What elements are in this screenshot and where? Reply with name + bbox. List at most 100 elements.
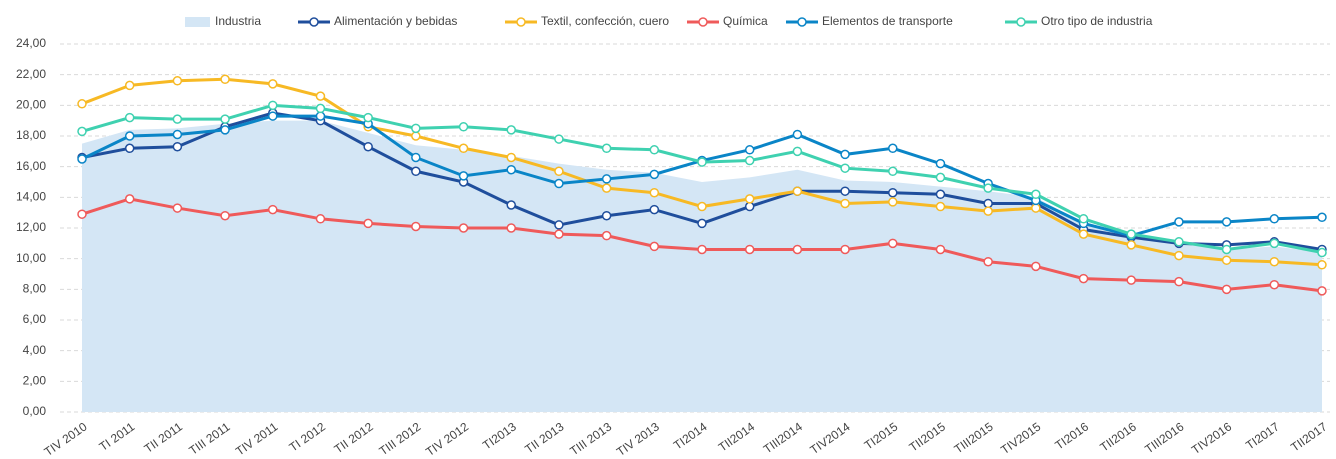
point bbox=[935, 201, 946, 212]
point bbox=[840, 186, 850, 196]
x-tick-label: TI 2011 bbox=[97, 419, 138, 453]
point bbox=[411, 123, 421, 134]
point bbox=[1269, 256, 1280, 267]
point bbox=[935, 158, 946, 169]
point bbox=[458, 223, 469, 233]
point bbox=[601, 143, 612, 154]
point bbox=[1078, 273, 1089, 284]
x-tick-label: TIII 2013 bbox=[567, 419, 614, 458]
point bbox=[172, 114, 183, 124]
y-tick-label: 0,00 bbox=[23, 404, 47, 418]
point bbox=[983, 183, 993, 193]
point bbox=[983, 206, 993, 216]
legend-marker bbox=[797, 17, 807, 27]
point bbox=[458, 143, 469, 154]
point bbox=[840, 149, 850, 160]
point bbox=[124, 131, 135, 141]
point bbox=[1317, 260, 1327, 270]
x-tick-label: TII 2013 bbox=[522, 419, 566, 456]
point bbox=[744, 145, 755, 155]
point bbox=[888, 166, 898, 177]
point bbox=[554, 229, 564, 239]
legend-label: Industria bbox=[215, 14, 261, 28]
point bbox=[649, 169, 660, 180]
point bbox=[983, 256, 993, 267]
point bbox=[268, 111, 278, 121]
point bbox=[840, 163, 850, 173]
point bbox=[744, 194, 755, 204]
point bbox=[1078, 214, 1089, 224]
point bbox=[315, 214, 326, 224]
point bbox=[1031, 203, 1041, 213]
x-tick-label: TI2014 bbox=[671, 419, 710, 452]
point bbox=[697, 201, 707, 212]
x-tick-label: TI2017 bbox=[1243, 419, 1282, 452]
point bbox=[888, 187, 898, 198]
point bbox=[315, 103, 326, 114]
point bbox=[649, 241, 660, 252]
legend-marker bbox=[516, 17, 526, 27]
point bbox=[697, 218, 707, 229]
point bbox=[649, 187, 660, 198]
x-tick-label: TII2016 bbox=[1097, 419, 1139, 454]
point bbox=[1221, 284, 1232, 295]
x-tick-label: TI 2012 bbox=[287, 419, 329, 454]
point bbox=[935, 244, 946, 255]
point bbox=[1126, 229, 1136, 239]
x-tick-label: TII 2011 bbox=[142, 419, 186, 455]
point bbox=[220, 125, 230, 135]
point bbox=[363, 112, 373, 123]
point bbox=[458, 171, 469, 181]
x-tick-label: TIII 2011 bbox=[187, 419, 233, 457]
point bbox=[792, 146, 803, 157]
point bbox=[77, 209, 87, 219]
x-tick-label: TI2016 bbox=[1052, 419, 1091, 452]
point bbox=[1317, 247, 1327, 258]
point bbox=[792, 186, 803, 196]
y-tick-label: 6,00 bbox=[23, 312, 47, 326]
point bbox=[601, 210, 612, 221]
point bbox=[1078, 229, 1089, 239]
point bbox=[1269, 279, 1280, 290]
point bbox=[601, 183, 612, 193]
point bbox=[1269, 214, 1280, 224]
point bbox=[363, 141, 373, 152]
x-tick-label: TIV 2013 bbox=[614, 419, 662, 459]
point bbox=[744, 155, 755, 166]
x-tick-label: TIII 2012 bbox=[377, 419, 424, 458]
point bbox=[268, 204, 278, 215]
point bbox=[1174, 250, 1184, 261]
point bbox=[411, 166, 421, 177]
point bbox=[1126, 275, 1136, 285]
point bbox=[1317, 212, 1327, 223]
point bbox=[220, 114, 230, 124]
x-tick-label: TIV2016 bbox=[1189, 419, 1234, 457]
x-tick-label: TIV2015 bbox=[998, 419, 1043, 457]
point bbox=[411, 221, 421, 232]
y-tick-label: 4,00 bbox=[23, 343, 47, 357]
point bbox=[1031, 261, 1041, 272]
x-tick-label: TI2015 bbox=[862, 419, 901, 452]
point bbox=[697, 244, 707, 255]
point bbox=[792, 129, 803, 140]
point bbox=[411, 152, 421, 163]
point bbox=[124, 143, 135, 154]
point bbox=[124, 80, 135, 91]
point bbox=[649, 145, 660, 155]
point bbox=[268, 79, 278, 89]
point bbox=[411, 131, 421, 141]
x-tick-label: TIV 2010 bbox=[42, 419, 90, 459]
legend-swatch bbox=[185, 17, 210, 27]
point bbox=[315, 91, 326, 101]
point bbox=[1269, 238, 1280, 249]
x-tick-label: TIV2014 bbox=[807, 419, 852, 457]
y-tick-label: 2,00 bbox=[23, 374, 47, 388]
x-tick-label: TII 2012 bbox=[332, 419, 376, 456]
point bbox=[792, 244, 803, 255]
point bbox=[77, 126, 87, 137]
point bbox=[506, 164, 516, 175]
point bbox=[1174, 276, 1184, 287]
point bbox=[1221, 255, 1232, 265]
x-tick-label: TII2015 bbox=[907, 419, 949, 454]
